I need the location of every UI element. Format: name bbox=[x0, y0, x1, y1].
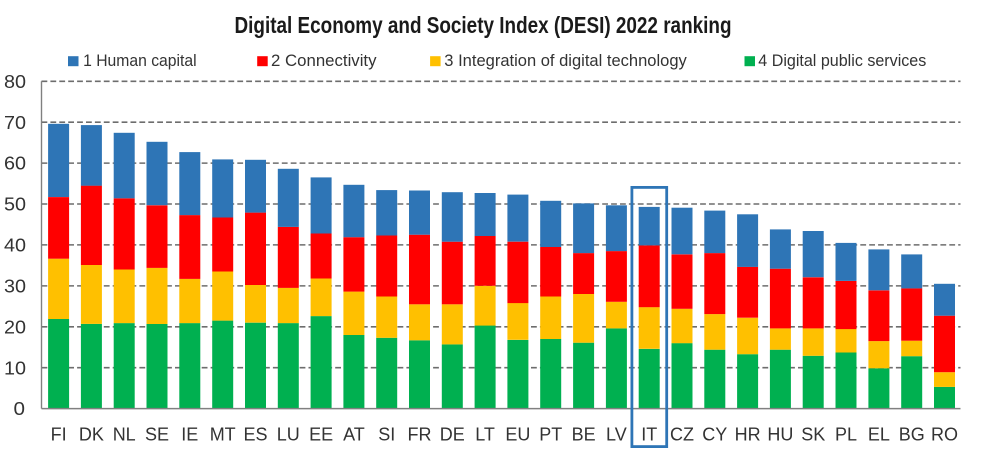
svg-text:LV: LV bbox=[606, 425, 627, 445]
svg-text:20: 20 bbox=[4, 316, 26, 337]
svg-text:3 Integration of digital techn: 3 Integration of digital technology bbox=[444, 51, 687, 70]
svg-text:LT: LT bbox=[475, 425, 495, 445]
svg-text:EL: EL bbox=[868, 425, 890, 445]
svg-text:70: 70 bbox=[4, 112, 26, 133]
svg-text:BE: BE bbox=[572, 425, 596, 445]
svg-text:SE: SE bbox=[145, 425, 169, 445]
svg-text:DK: DK bbox=[79, 425, 104, 445]
svg-text:EU: EU bbox=[505, 425, 530, 445]
svg-text:40: 40 bbox=[4, 235, 26, 256]
svg-text:SK: SK bbox=[801, 425, 825, 445]
svg-text:AT: AT bbox=[343, 425, 365, 445]
svg-text:60: 60 bbox=[4, 153, 26, 174]
svg-text:IT: IT bbox=[641, 425, 657, 445]
svg-text:IE: IE bbox=[181, 425, 198, 445]
svg-text:PL: PL bbox=[835, 425, 857, 445]
svg-text:0: 0 bbox=[14, 398, 26, 419]
svg-text:4 Digital public services: 4 Digital public services bbox=[758, 51, 926, 70]
svg-text:EE: EE bbox=[309, 425, 333, 445]
svg-text:MT: MT bbox=[210, 425, 236, 445]
svg-text:ES: ES bbox=[243, 425, 267, 445]
svg-text:PT: PT bbox=[539, 425, 562, 445]
svg-text:80: 80 bbox=[4, 71, 26, 92]
svg-text:1 Human capital: 1 Human capital bbox=[83, 51, 197, 70]
svg-text:BG: BG bbox=[899, 425, 925, 445]
svg-text:FR: FR bbox=[408, 425, 432, 445]
svg-text:FI: FI bbox=[51, 425, 67, 445]
svg-text:CY: CY bbox=[702, 425, 727, 445]
svg-text:CZ: CZ bbox=[670, 425, 694, 445]
svg-text:LU: LU bbox=[277, 425, 300, 445]
svg-text:Digital Economy and Society In: Digital Economy and Society Index (DESI)… bbox=[235, 12, 732, 38]
svg-text:SI: SI bbox=[378, 425, 395, 445]
svg-text:10: 10 bbox=[4, 357, 26, 378]
svg-text:30: 30 bbox=[4, 276, 26, 297]
svg-text:HR: HR bbox=[735, 425, 761, 445]
svg-text:2 Connectivity: 2 Connectivity bbox=[271, 51, 377, 70]
svg-text:RO: RO bbox=[931, 425, 958, 445]
svg-text:50: 50 bbox=[4, 194, 26, 215]
svg-text:DE: DE bbox=[440, 425, 465, 445]
svg-text:HU: HU bbox=[767, 425, 793, 445]
svg-text:NL: NL bbox=[113, 425, 136, 445]
